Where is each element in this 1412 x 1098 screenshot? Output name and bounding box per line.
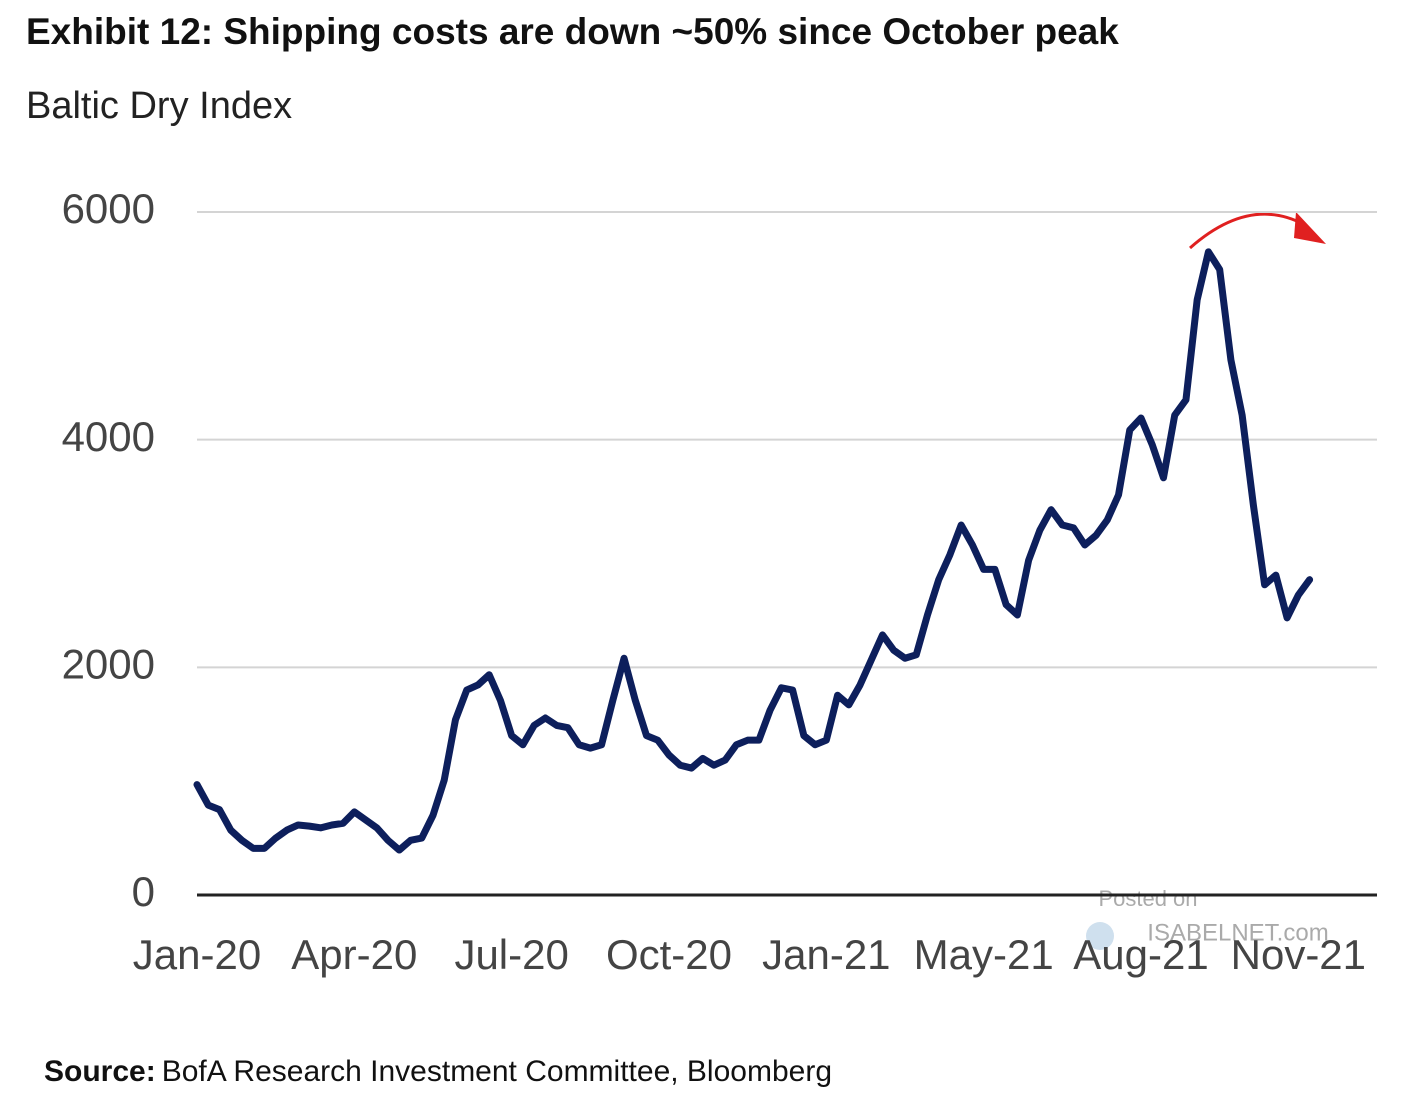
watermark: Posted on: [1098, 886, 1197, 911]
source: Source: BofA Research Investment Committe…: [44, 1055, 832, 1088]
x-tick-label: May-21: [914, 931, 1054, 978]
x-tick-label: Jan-21: [762, 931, 890, 978]
annotation-arrow: [1189, 212, 1306, 250]
source-text: BofA Research Investment Committee, Bloo…: [162, 1055, 832, 1088]
annotation-arrowhead: [1294, 212, 1326, 244]
x-tick-label: Jan-20: [133, 931, 261, 978]
chart-subtitle: Baltic Dry Index: [26, 85, 292, 127]
chart-title: Exhibit 12: Shipping costs are down ~50%…: [26, 11, 1119, 52]
y-tick-label: 4000: [62, 413, 155, 460]
y-tick-label: 2000: [62, 640, 155, 687]
watermark: ISABELNET.com: [1147, 919, 1328, 946]
x-tick-label: Nov-21: [1231, 931, 1366, 978]
data-line: [193, 248, 1314, 854]
y-tick-label: 0: [132, 868, 155, 915]
x-tick-label: Oct-20: [606, 931, 732, 978]
x-tick-label: Aug-21: [1073, 931, 1208, 978]
watermark-logo: [1086, 922, 1114, 950]
source-label: Source:: [44, 1055, 156, 1088]
x-tick-label: Jul-20: [454, 931, 568, 978]
x-tick-label: Apr-20: [291, 931, 417, 978]
y-tick-label: 6000: [62, 185, 155, 232]
